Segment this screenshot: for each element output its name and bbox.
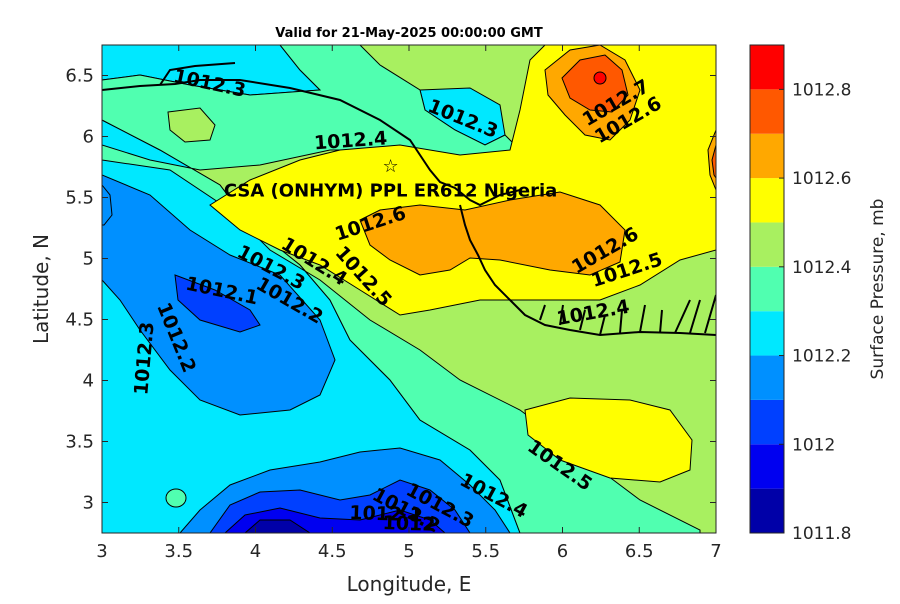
colorbar-label: Surface Pressure, mb <box>868 199 888 380</box>
x-axis-label: Longitude, E <box>347 572 472 596</box>
colorbar-tick-label: 1011.8 <box>792 524 851 544</box>
plot-area <box>102 45 716 533</box>
colorbar-tick-label: 1012.4 <box>792 258 851 278</box>
colorbar-swatch <box>750 89 784 134</box>
colorbar-swatch <box>750 178 784 223</box>
colorbar-swatch <box>750 355 784 400</box>
y-axis: 3 3.5 4 4.5 5 5.5 6 6.5 <box>65 66 716 514</box>
contour-fill-1012-6-central <box>359 191 626 276</box>
y-tick-label: 6.5 <box>65 66 94 87</box>
contour-fill-1011-8-south <box>244 519 311 533</box>
x-tick-label: 4.5 <box>318 541 347 562</box>
site-star-marker: ☆ <box>383 156 399 177</box>
x-tick-label: 6.5 <box>625 541 654 562</box>
x-tick-label: 3.5 <box>164 541 193 562</box>
contour-fill-1012-7 <box>561 54 629 113</box>
x-tick-label: 3 <box>96 541 107 562</box>
colorbar-swatch <box>750 133 784 179</box>
colorbar-tick-label: 1012.6 <box>792 169 851 189</box>
y-tick-label: 5.5 <box>65 188 94 209</box>
contour-fill-1012-8 <box>593 71 607 85</box>
y-tick-label: 4 <box>83 371 94 392</box>
x-tick-label: 7 <box>710 541 721 562</box>
colorbar-swatch <box>750 45 784 90</box>
coast-northwest <box>159 62 236 86</box>
annotations: CSA (ONHYM) PPL ER612 Nigeria ☆ <box>224 156 557 201</box>
colorbar-swatch <box>750 488 784 533</box>
y-tick-label: 3 <box>83 493 94 514</box>
colorbar-frame <box>749 44 785 534</box>
chart-title: Valid for 21-May-2025 00:00:00 GMT <box>275 26 543 41</box>
contour-label: 1012 <box>382 512 436 536</box>
colorbar-swatch <box>750 444 784 489</box>
colorbar-tick-label: 1012.8 <box>792 80 851 100</box>
contour-label: 1012.1 <box>349 502 423 527</box>
y-tick-label: 4.5 <box>65 310 94 331</box>
contour-fill-island-sw <box>165 488 187 508</box>
colorbar-swatch <box>750 266 784 312</box>
colorbar-swatch <box>750 399 784 445</box>
x-axis: 3 3.5 4 4.5 5 5.5 6 6.5 7 <box>96 45 722 562</box>
coastline <box>102 79 521 207</box>
y-tick-label: 3.5 <box>65 432 94 453</box>
y-axis-label: Latitude, N <box>29 234 53 344</box>
y-tick-label: 6 <box>83 127 94 148</box>
x-tick-label: 5 <box>403 541 414 562</box>
contour-fill-1012-5-south <box>524 397 693 483</box>
x-tick-label: 5.5 <box>471 541 500 562</box>
river-inlets <box>539 294 716 336</box>
x-tick-label: 4 <box>250 541 261 562</box>
contour-fill-1012-0-west <box>174 274 261 333</box>
contour-label: 1012.4 <box>313 127 388 154</box>
site-label: CSA (ONHYM) PPL ER612 Nigeria <box>224 180 557 201</box>
colorbar-tick-label: 1012 <box>792 435 835 455</box>
colorbar: 1011.8 1012 1012.2 1012.4 1012.6 1012.8 <box>749 44 851 544</box>
contour-fill-patch-nw <box>167 107 216 143</box>
niger-delta-coast <box>459 204 716 337</box>
x-tick-label: 6 <box>557 541 568 562</box>
y-tick-label: 5 <box>83 249 94 270</box>
colorbar-swatch <box>750 311 784 356</box>
contour-fill-edge-west <box>102 184 113 226</box>
contour-fill-1012-7-east <box>711 144 716 179</box>
colorbar-swatch <box>750 222 784 267</box>
colorbar-tick-label: 1012.2 <box>792 347 851 367</box>
